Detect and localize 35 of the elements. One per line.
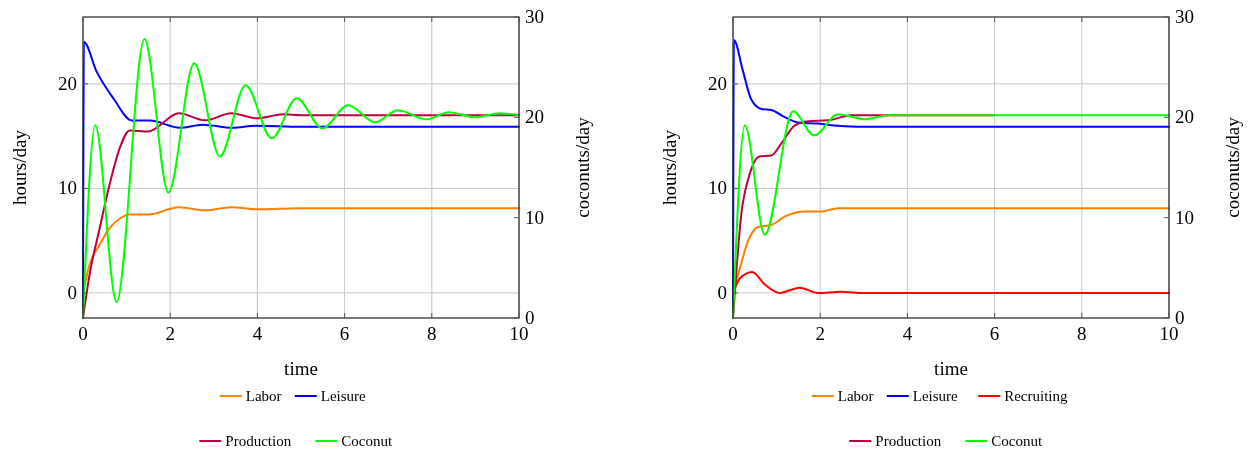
legend-label: Labor [245, 388, 282, 404]
y2-tick-label: 10 [1175, 206, 1194, 228]
y2-tick-label: 10 [525, 206, 544, 228]
x-tick-label: 2 [165, 323, 175, 344]
x-tick-label: 8 [1077, 323, 1087, 344]
legend-label: Recruiting [1004, 388, 1069, 404]
legend-label: Production [225, 433, 292, 449]
y2-axis-title: coconuts/day [1222, 116, 1243, 218]
y2-tick-label: 20 [525, 106, 544, 128]
x-tick-label: 6 [339, 323, 350, 344]
y-axis-title: hours/day [659, 129, 680, 205]
legend-label: Coconut [991, 433, 1043, 449]
legend-label: Labor [837, 388, 874, 404]
y2-axis-title: coconuts/day [572, 116, 593, 218]
legend-label: Coconut [341, 433, 393, 449]
legend-label: Leisure [320, 388, 367, 404]
x-axis-title: time [934, 358, 968, 379]
x-tick-label: 6 [989, 323, 1000, 344]
x-axis-title: time [284, 358, 318, 379]
y-tick-label: 0 [67, 281, 77, 303]
y2-tick-label: 20 [1175, 106, 1194, 128]
y-axis-title: hours/day [9, 129, 30, 205]
x-tick-label: 2 [815, 323, 825, 344]
x-tick-label: 4 [902, 323, 913, 344]
y-tick-label: 10 [708, 177, 727, 199]
legend-label: Leisure [912, 388, 959, 404]
y-tick-label: 10 [58, 177, 77, 199]
y2-tick-label: 30 [525, 6, 544, 27]
y2-tick-label: 30 [1175, 6, 1194, 27]
y-tick-label: 0 [717, 281, 727, 303]
y-tick-label: 20 [58, 72, 77, 94]
x-tick-label: 4 [252, 323, 263, 344]
y-tick-label: 20 [708, 72, 727, 94]
legend-label: Production [875, 433, 942, 449]
x-tick-label: 8 [427, 323, 437, 344]
